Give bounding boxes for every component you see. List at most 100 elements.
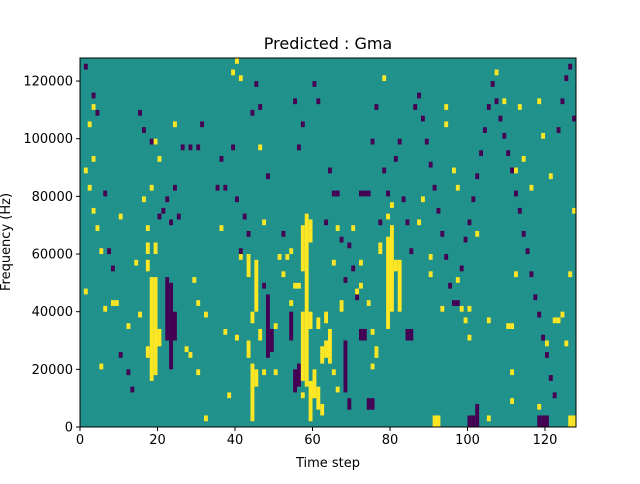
x-axis: 0 20 40 60 80 100 120 <box>76 427 557 448</box>
heatmap-cell-low <box>510 167 515 174</box>
heatmap-cell-high <box>316 386 321 410</box>
heatmap-cell-low <box>242 213 247 220</box>
heatmap-cell-high <box>126 323 131 329</box>
heatmap-cell-high <box>238 75 243 82</box>
heatmap-cell-low <box>471 415 476 427</box>
heatmap-cell-low <box>417 92 422 99</box>
heatmap-cell-high <box>308 219 313 243</box>
y-tick-label: 20000 <box>32 363 73 378</box>
heatmap-cell-high <box>114 300 119 306</box>
heatmap-cell-low <box>281 230 286 237</box>
heatmap-cell-low <box>269 328 274 353</box>
heatmap-cell-low <box>169 219 174 226</box>
heatmap-cell-high <box>514 167 518 174</box>
heatmap-cell-low <box>552 392 557 399</box>
heatmap-cell-low <box>200 121 205 128</box>
heatmap-cell-low <box>173 184 177 191</box>
heatmap-cell-high <box>390 265 394 283</box>
heatmap-cell-high <box>196 369 201 376</box>
heatmap-cell-low <box>293 98 298 105</box>
heatmap-cell-low <box>467 219 472 226</box>
heatmap-cell-low <box>223 184 228 191</box>
heatmap-cell-high <box>145 259 150 272</box>
heatmap-cell-low <box>564 75 569 82</box>
heatmap-cell-low <box>339 236 344 243</box>
y-tick-label: 80000 <box>32 190 73 205</box>
heatmap-cell-low <box>188 144 193 151</box>
heatmap-cell-low <box>173 311 177 341</box>
y-axis: 0 20000 40000 60000 80000 100000 120000 <box>23 75 80 436</box>
heatmap-cell-high <box>331 259 336 266</box>
heatmap-cell-high <box>157 156 162 162</box>
heatmap-cell-high <box>293 282 298 289</box>
heatmap-cell-low <box>149 138 154 145</box>
heatmap-cell-high <box>324 340 329 358</box>
heatmap-cell-high <box>145 242 150 255</box>
heatmap-cell-high <box>235 58 239 64</box>
heatmap-cell-low <box>215 184 220 191</box>
heatmap-cell-low <box>165 196 170 203</box>
heatmap-cell-high <box>320 403 325 416</box>
heatmap-cell-low <box>409 248 414 255</box>
heatmap-cell-low <box>351 265 356 272</box>
heatmap-cell-high <box>440 305 445 312</box>
heatmap-cell-high <box>568 271 573 278</box>
heatmap-cell-high <box>99 248 104 255</box>
chart-title: Predicted : Gma <box>264 34 392 53</box>
heatmap-cell-high <box>459 305 464 312</box>
heatmap-cell-low <box>525 248 530 255</box>
heatmap-cell-high <box>277 254 282 260</box>
heatmap-cell-high <box>548 173 553 180</box>
heatmap-cell-high <box>370 328 375 335</box>
heatmap-cell-high <box>231 69 236 76</box>
heatmap-cell-low <box>374 104 379 110</box>
heatmap-cell-low <box>537 415 542 427</box>
heatmap-cell-high <box>486 415 491 422</box>
heatmap-cell-low <box>545 352 549 358</box>
heatmap-cell-low <box>479 150 484 157</box>
heatmap-cell-high <box>428 254 433 260</box>
heatmap-cell-low <box>238 248 243 255</box>
heatmap-cell-low <box>362 190 367 197</box>
heatmap-cell-high <box>541 132 546 139</box>
heatmap-cell-low <box>452 300 456 306</box>
heatmap-cell-low <box>560 98 565 105</box>
heatmap-cell-low <box>514 190 518 197</box>
heatmap-cell-high <box>300 392 305 399</box>
heatmap-cell-low <box>436 207 441 214</box>
heatmap-cell-high <box>452 167 456 174</box>
heatmap-cell-low <box>130 386 135 393</box>
y-tick-label: 100000 <box>23 132 73 147</box>
heatmap-cell-high <box>149 184 154 191</box>
heatmap-cell-low <box>258 104 263 110</box>
heatmap-cell-low <box>432 184 437 191</box>
heatmap-cell-high <box>417 219 422 226</box>
heatmap-cell-low <box>293 369 298 393</box>
heatmap-cell-low <box>568 63 573 70</box>
heatmap-cell-low <box>366 398 371 410</box>
heatmap-background <box>80 58 576 427</box>
heatmap-cell-high <box>486 317 491 324</box>
heatmap-cell-high <box>537 403 542 410</box>
heatmap-cell-high <box>153 138 158 145</box>
heatmap-cell-high <box>432 415 437 427</box>
heatmap-cell-low <box>266 173 270 180</box>
heatmap-cell-low <box>347 398 352 410</box>
heatmap-cell-low <box>401 196 406 203</box>
heatmap-cell-low <box>335 190 340 197</box>
heatmap-cell-low <box>471 196 476 203</box>
heatmap-cell-high <box>529 184 534 191</box>
heatmap-cell-low <box>142 127 146 133</box>
x-tick-label: 20 <box>149 433 166 448</box>
heatmap-cell-high <box>572 415 577 427</box>
heatmap-cell-low <box>324 219 329 226</box>
heatmap-cell-low <box>545 415 549 427</box>
heatmap-cell-high <box>304 213 309 381</box>
heatmap-cell-high <box>455 277 460 283</box>
heatmap-cell-low <box>219 156 224 162</box>
heatmap-cell-low <box>440 230 445 237</box>
heatmap-cell-high <box>281 271 286 278</box>
heatmap-cell-high <box>289 300 294 306</box>
heatmap-cell-low <box>572 115 577 122</box>
heatmap-cell-high <box>99 363 104 370</box>
